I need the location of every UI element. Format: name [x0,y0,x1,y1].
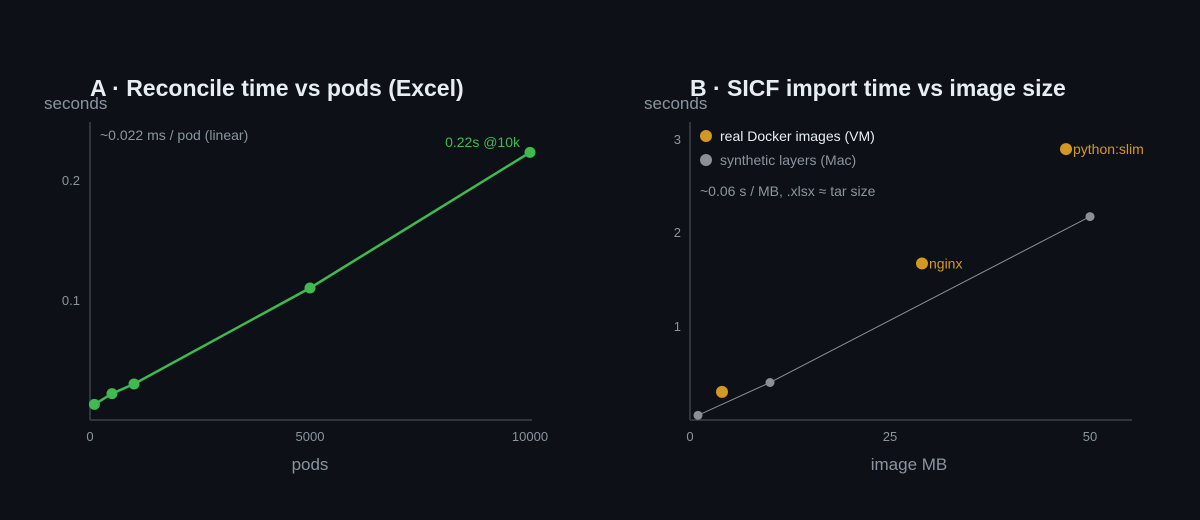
chart-b-x-label: image MB [871,455,948,474]
chart-a-title: A · Reconcile time vs pods (Excel) [90,75,464,101]
chart-b-x-tick: 50 [1083,429,1097,444]
legend-label-real: real Docker images (VM) [720,128,875,144]
legend-label-synthetic: synthetic layers (Mac) [720,152,856,168]
chart-a-point [128,378,140,390]
chart-b-point-synthetic [765,378,775,387]
chart-a-y-tick: 0.1 [62,293,80,308]
chart-b-point-synthetic [1085,212,1095,222]
chart-b-y-tick: 1 [674,319,681,334]
chart-b-point-real [716,385,728,398]
chart-a-point [88,398,100,410]
chart-b-x-tick: 0 [686,429,693,444]
chart-b-synthetic-trend [697,216,1091,416]
chart-b-slope-note: ~0.06 s / MB, .xlsx ≈ tar size [700,183,876,199]
chart-b-y-tick: 2 [674,225,681,240]
chart-b-y-tick: 3 [674,132,681,147]
chart-b-y-label: seconds [644,94,707,113]
chart-b-x-tick: 25 [883,429,897,444]
chart-a-x-tick: 0 [86,429,93,444]
chart-b-title: B · SICF import time vs image size [690,75,1066,101]
chart-b-legend: real Docker images (VM) synthetic layers… [700,128,875,168]
chart-b-point-label: python:slim [1073,141,1144,157]
chart-a: A · Reconcile time vs pods (Excel) secon… [44,75,548,474]
chart-b: B · SICF import time vs image size secon… [644,75,1144,474]
chart-b-marks: nginx python:slim [693,141,1144,420]
chart-a-x-tick: 5000 [296,429,325,444]
legend-swatch-synthetic [700,154,712,166]
chart-a-series-line [93,151,531,406]
chart-b-point-real [916,257,928,270]
chart-a-y-label: seconds [44,94,107,113]
chart-a-point [304,282,316,294]
chart-a-endpoint-label: 0.22s @10k [445,134,521,150]
chart-a-slope-note: ~0.022 ms / pod (linear) [100,127,248,143]
chart-b-point-real [1060,143,1072,156]
chart-a-x-label: pods [292,455,329,474]
chart-a-x-tick: 10000 [512,429,548,444]
chart-a-point [524,146,536,158]
legend-swatch-real [700,130,712,142]
chart-a-y-tick: 0.2 [62,173,80,188]
chart-a-point [106,388,118,400]
chart-a-marks [88,146,536,410]
chart-b-point-synthetic [693,410,703,420]
chart-b-point-label: nginx [929,255,962,271]
